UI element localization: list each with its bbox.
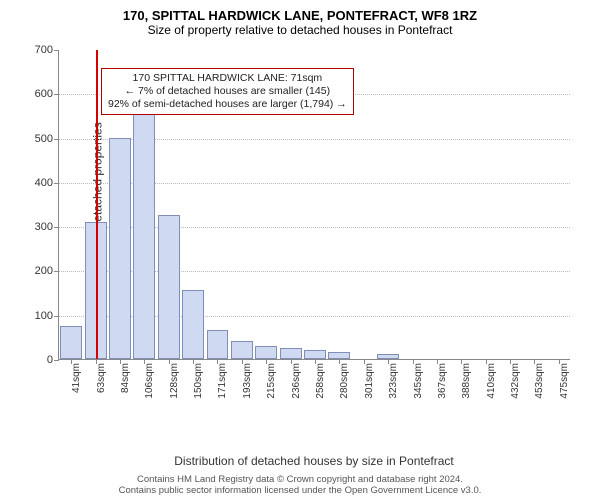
xtick-label: 150sqm [193,363,204,399]
xtick-label: 475sqm [559,363,570,399]
histogram-bar [328,352,350,359]
chart-title: 170, SPITTAL HARDWICK LANE, PONTEFRACT, … [0,0,600,23]
footer-line2: Contains public sector information licen… [0,485,600,496]
plot-area: Number of detached properties 0100200300… [58,50,570,360]
histogram-bar [304,350,326,359]
xtick-label: 128sqm [169,363,180,399]
xtick-label: 236sqm [291,363,302,399]
footer-attribution: Contains HM Land Registry data © Crown c… [0,474,600,496]
reference-line [96,50,98,359]
annotation-line2: ← 7% of detached houses are smaller (145… [108,85,347,98]
xtick-label: 215sqm [266,363,277,399]
histogram-bar [158,215,180,359]
histogram-bar [231,341,253,359]
xtick-label: 106sqm [144,363,155,399]
xtick-label: 63sqm [96,363,107,393]
histogram-bar [60,326,82,359]
xtick-label: 453sqm [534,363,545,399]
annotation-box: 170 SPITTAL HARDWICK LANE: 71sqm← 7% of … [101,68,354,115]
xtick-label: 410sqm [486,363,497,399]
ytick-label: 400 [35,177,59,189]
ytick-label: 0 [47,354,59,366]
xtick-label: 345sqm [413,363,424,399]
histogram-bar [182,290,204,359]
chart-subtitle: Size of property relative to detached ho… [0,23,600,37]
annotation-line1: 170 SPITTAL HARDWICK LANE: 71sqm [108,72,347,85]
histogram-bar [280,348,302,359]
xtick-label: 432sqm [510,363,521,399]
xtick-label: 171sqm [217,363,228,399]
xtick-label: 280sqm [339,363,350,399]
ytick-label: 500 [35,133,59,145]
xtick-label: 41sqm [71,363,82,393]
ytick-label: 300 [35,221,59,233]
xtick-label: 301sqm [364,363,375,399]
xtick-label: 367sqm [437,363,448,399]
annotation-line3: 92% of semi-detached houses are larger (… [108,98,347,111]
histogram-bar [255,346,277,359]
ytick-label: 700 [35,44,59,56]
ytick-label: 600 [35,88,59,100]
histogram-bar [133,104,155,359]
histogram-bar [207,330,229,359]
chart-area: Number of detached properties 0100200300… [58,50,570,410]
x-axis-label: Distribution of detached houses by size … [58,454,570,468]
ytick-label: 100 [35,310,59,322]
ytick-label: 200 [35,265,59,277]
xtick-label: 84sqm [120,363,131,393]
xtick-label: 193sqm [242,363,253,399]
histogram-bar [109,138,131,359]
footer-line1: Contains HM Land Registry data © Crown c… [0,474,600,485]
xtick-label: 258sqm [315,363,326,399]
xtick-label: 388sqm [461,363,472,399]
xtick-label: 323sqm [388,363,399,399]
